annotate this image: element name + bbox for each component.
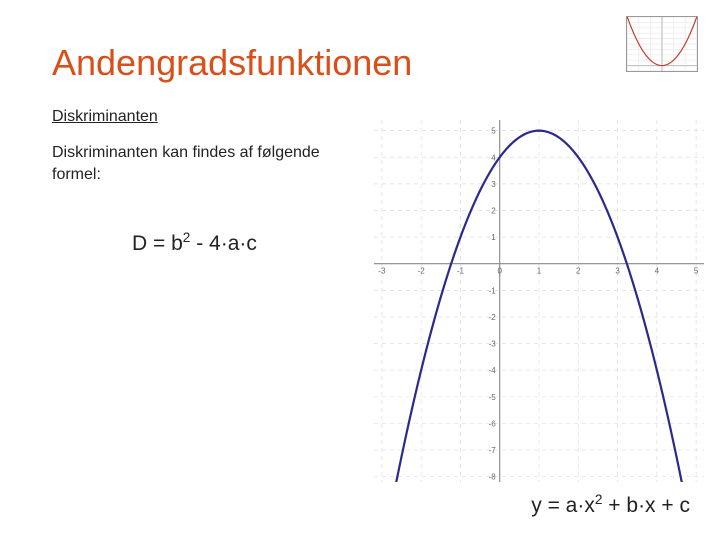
svg-text:3: 3 — [491, 180, 496, 189]
main-parabola-graph: -3 -2 -1 0 1 2 3 4 5 -8 -7 -6 -5 -4 -3 -2 -1 1 2 3 4 5 — [374, 120, 704, 482]
page-title: Andengradsfunktionen — [52, 42, 412, 84]
body-text: Diskriminanten kan findes af følgende fo… — [52, 142, 332, 185]
svg-text:-5: -5 — [489, 393, 497, 402]
svg-text:-3: -3 — [378, 267, 386, 276]
svg-text:-1: -1 — [457, 267, 465, 276]
thumbnail-parabola-graph — [626, 16, 698, 72]
section-subtitle: Diskriminanten — [52, 108, 158, 126]
svg-text:1: 1 — [491, 233, 496, 242]
svg-text:-7: -7 — [489, 446, 497, 455]
svg-text:-1: -1 — [489, 286, 497, 295]
svg-text:5: 5 — [491, 127, 496, 136]
svg-text:-2: -2 — [418, 267, 426, 276]
svg-text:4: 4 — [491, 153, 496, 162]
svg-text:-2: -2 — [489, 313, 497, 322]
svg-text:2: 2 — [491, 207, 496, 216]
svg-text:3: 3 — [615, 267, 620, 276]
svg-text:-8: -8 — [489, 473, 497, 482]
quadratic-formula: y = a·x2 + b·x + c — [531, 492, 690, 518]
svg-text:-4: -4 — [489, 366, 497, 375]
discriminant-formula: D = b2 - 4·a·c — [132, 230, 257, 256]
svg-text:5: 5 — [694, 267, 699, 276]
svg-text:0: 0 — [497, 267, 502, 276]
svg-text:-3: -3 — [489, 340, 497, 349]
svg-text:2: 2 — [576, 267, 581, 276]
svg-text:4: 4 — [655, 267, 660, 276]
svg-text:1: 1 — [537, 267, 542, 276]
svg-text:-6: -6 — [489, 419, 497, 428]
